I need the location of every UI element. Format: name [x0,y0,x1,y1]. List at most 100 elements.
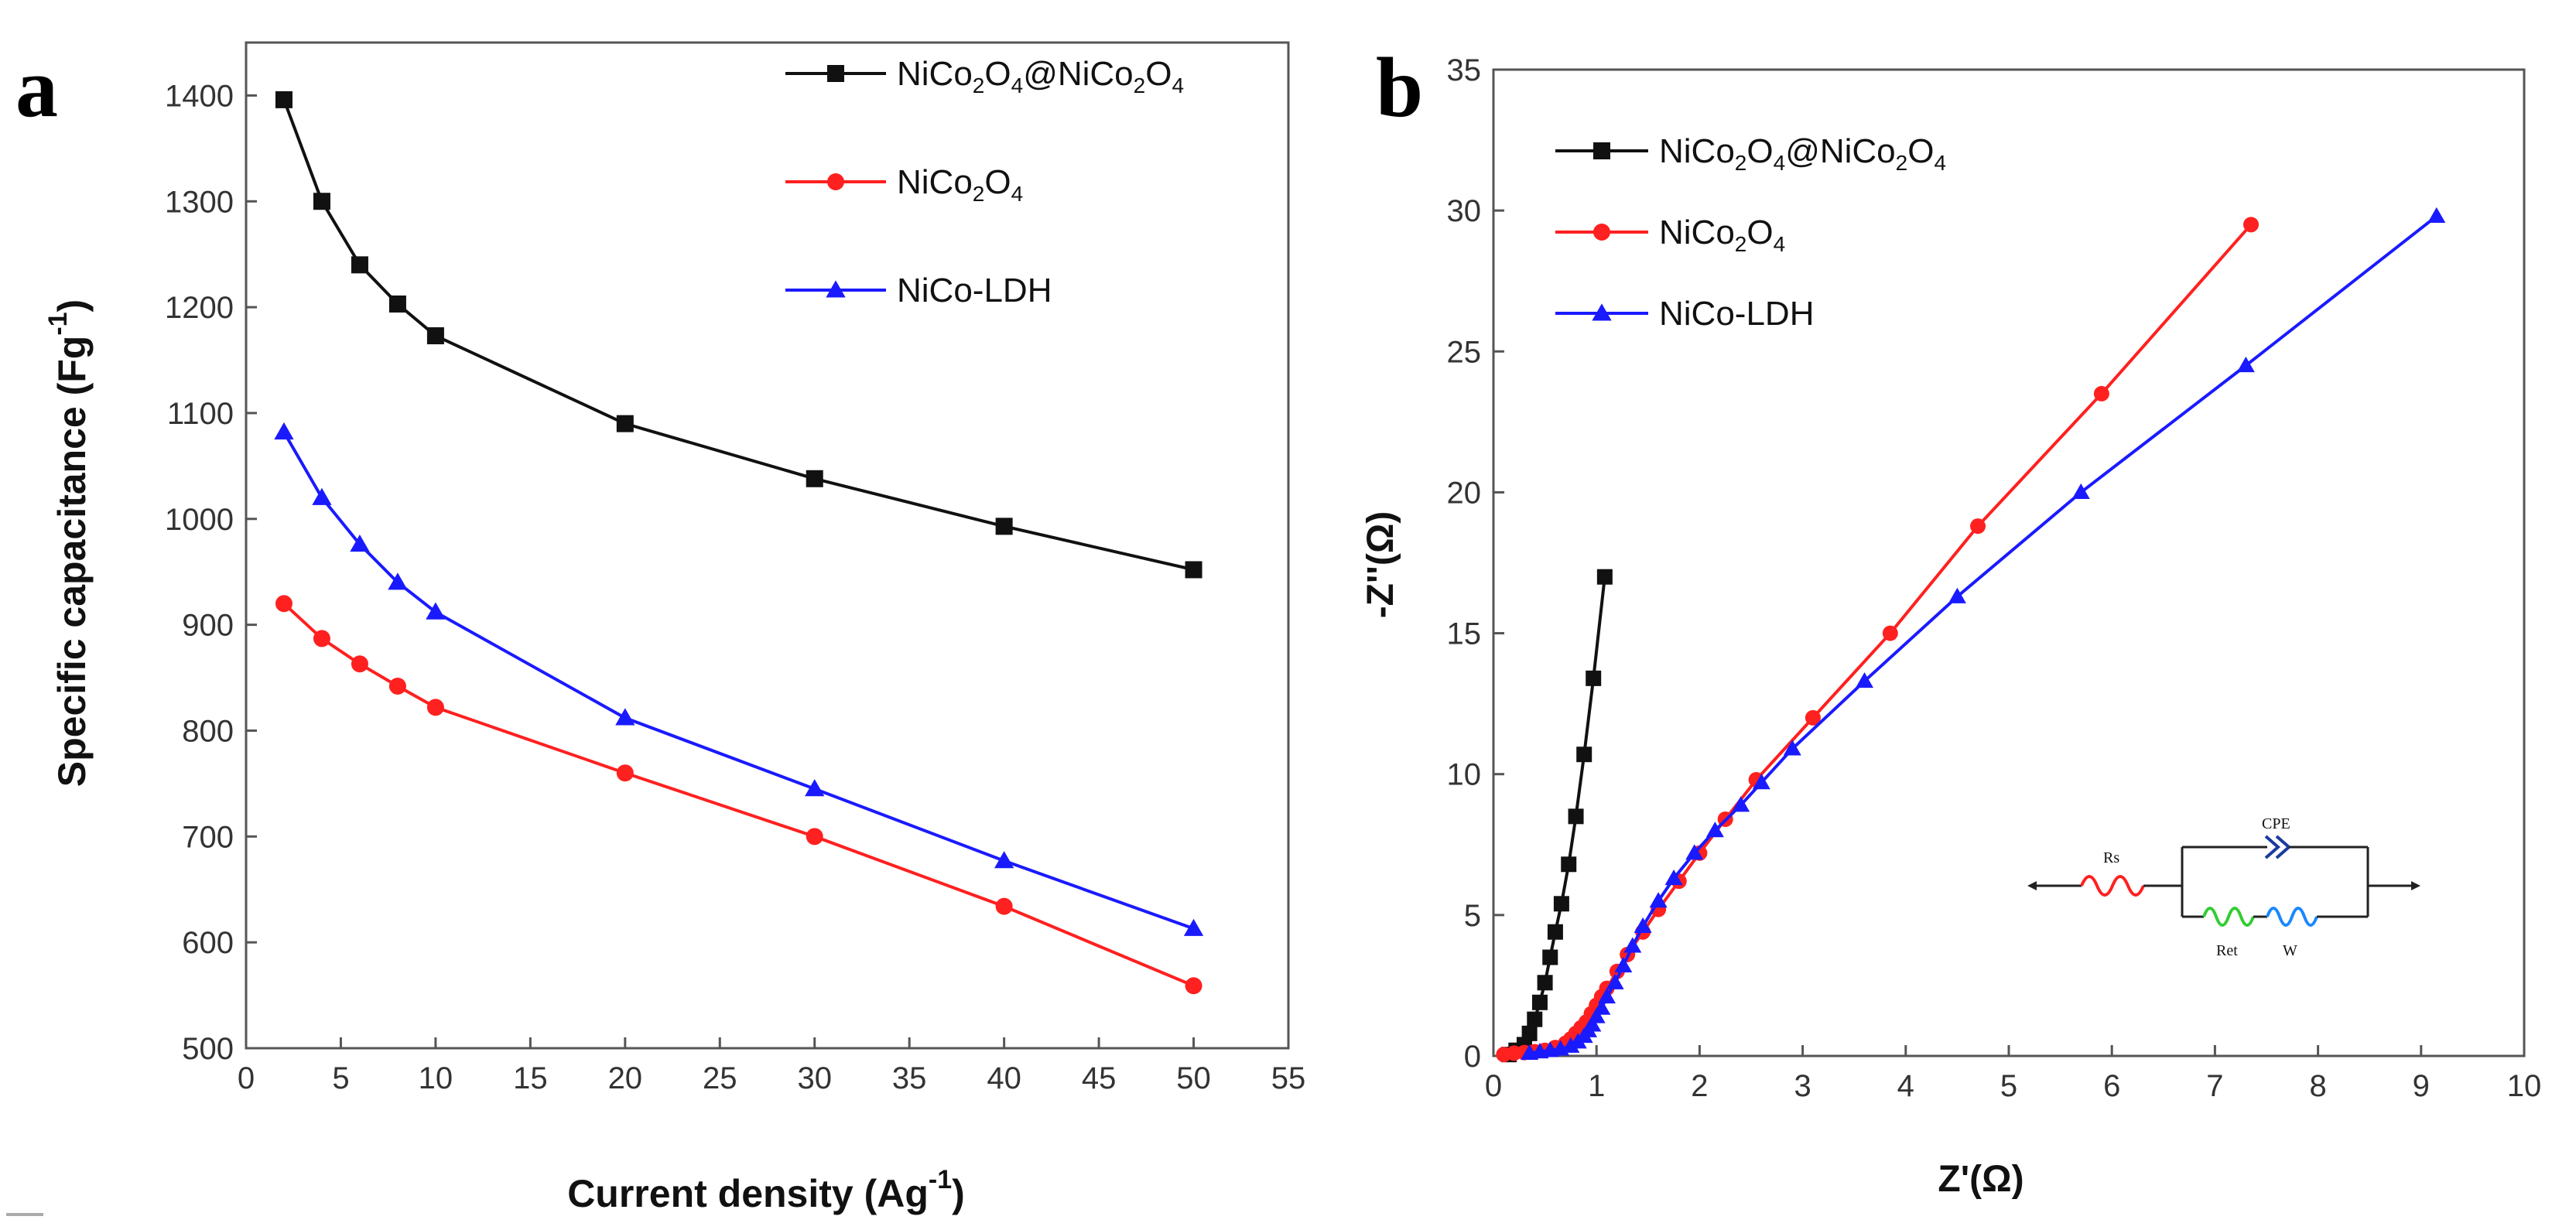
panel-b-series-0-point-9 [1553,896,1569,912]
panel-a-ticks: 0 5 10 15 20 25 30 35 40 45 50 55 500 600 700 800 900 100… [165,79,1305,1095]
panel-b-series-2-point-25 [2071,483,2090,500]
circuit-terminal-left [2027,881,2037,890]
panel-a-x-tick-label-5: 25 [703,1061,737,1095]
panel-a-series-0-point-5 [616,415,634,432]
panel-b-legend-marker-2-point-0 [1592,303,1612,321]
panel-b-series-0-point-7 [1542,949,1558,965]
panel-a-y-tick-label-2: 700 [182,820,234,854]
panel-a-series-1-point-2 [351,655,368,673]
panel-a-series-0-point-8 [1185,561,1202,579]
panel-a-y-tick-label-9: 1400 [165,79,234,113]
panel-a-legend: NiCo2O4@NiCo2O4 NiCo2O4 NiCo-LDH [785,55,1184,309]
circuit-label-ret: Ret [2216,942,2238,959]
panel-b-x-tick-label-1: 1 [1588,1069,1605,1103]
panel-a-series-2-point-0 [274,422,294,440]
panel-b-series-0-point-8 [1547,924,1563,940]
panel-a-series-2-line [282,431,1195,931]
panel-b-series-1-point-24 [1882,625,1898,641]
panel-a-series-0-point-0 [275,91,292,108]
panel-b-legend-marker-0-point-0 [1593,142,1610,159]
panel-a-series-2-point-2 [350,534,370,552]
panel-b-x-tick-label-2: 2 [1691,1069,1708,1103]
panel-a-x-tick-label-4: 20 [608,1061,643,1095]
panel-a-series-0-point-2 [351,256,368,274]
panel-a-legend-label-0: NiCo2O4@NiCo2O4 [897,55,1184,97]
panel-b-series-2-point-18 [1685,844,1704,860]
panel-b-series-0-point-4 [1527,1011,1543,1027]
panel-a-series-0-line [282,99,1194,572]
equivalent-circuit-inset: Rs CPE Ret W [2027,815,2420,959]
panel-a-series-0-point-4 [426,327,444,345]
panel-b-series-0-point-11 [1568,808,1584,825]
panel-a-y-tick-label-4: 900 [182,609,234,643]
panel-b-series-1-point-26 [2093,385,2109,401]
panel-b-series-0-point-6 [1537,975,1553,991]
panel-b-plot-frame [1492,68,2526,1057]
panel-a-legend-marker-0-point-0 [827,65,844,82]
panel-a-y-tick-label-5: 1000 [165,503,234,537]
panel-b-y-tick-label-5: 25 [1447,335,1482,369]
panel-b-series-2-line [1529,214,2438,1055]
panel-a-legend-label-2: NiCo-LDH [897,272,1052,309]
panel-a-y-tick-label-7: 1200 [165,291,234,325]
panel-b-y-tick-label-2: 10 [1447,758,1482,792]
panel-b-series-0-point-14 [1596,569,1613,585]
panel-b-legend-label-0: NiCo2O4@NiCo2O4 [1659,132,1946,175]
panel-a-series-2-point-1 [312,487,332,505]
panel-a-series-1-line [282,602,1195,988]
panel-a-legend-marker-2-point-0 [826,280,846,298]
panel-a-x-tick-label-11: 55 [1271,1061,1306,1095]
panel-a-series-0 [275,91,1202,579]
panel-b-series-2-point-10 [1592,999,1611,1015]
panel-b-series-2-point-4 [1562,1037,1580,1053]
panel-b-series-2 [1521,207,2446,1060]
panel-b-x-tick-label-5: 5 [2000,1069,2017,1103]
panel-a-legend-label-1: NiCo2O4 [897,163,1023,206]
panel-b-series-2-point-21 [1752,774,1770,790]
panel-a-x-tick-label-1: 5 [332,1061,349,1095]
panel-a-chart: 0 5 10 15 20 25 30 35 40 45 50 55 500 600 700 800 900 100… [43,41,1305,1215]
panel-b-x-tick-label-4: 4 [1897,1069,1914,1103]
panel-a-series [274,91,1204,995]
panel-b-x-tick-label-3: 3 [1794,1069,1811,1103]
panel-b-x-axis-title: Z'(Ω) [1938,1159,2024,1200]
panel-b-series-2-point-15 [1634,917,1652,934]
panel-a-y-tick-label-1: 600 [182,926,234,960]
panel-a-x-tick-label-8: 40 [987,1061,1021,1095]
panel-a-y-tick-label-8: 1300 [165,185,234,219]
panel-a-x-tick-label-3: 15 [513,1061,548,1095]
panel-a-series-2-point-5 [615,708,635,726]
panel-b-y-axis-title: -Z''(Ω) [1360,511,1401,619]
panel-a-series-0-point-7 [995,518,1013,535]
panel-a-x-tick-label-0: 0 [238,1061,255,1095]
circuit-cpe-element [2264,835,2292,859]
panel-b-series-0-point-10 [1561,856,1577,873]
figure-corner-mark [6,1213,43,1216]
panel-b-series-0 [1500,569,1613,1063]
panel-a-series-1-point-4 [426,699,444,716]
panel-a-series-1-point-0 [275,595,292,613]
panel-b-series-2-point-9 [1587,1007,1606,1023]
panel-b-y-tick-label-4: 20 [1447,476,1482,510]
panel-b-x-tick-label-8: 8 [2309,1069,2326,1103]
panel-a-y-tick-label-3: 800 [182,714,234,748]
panel-b-series-2-point-19 [1705,822,1724,838]
panel-a-y-tick-label-6: 1100 [167,397,234,431]
panel-a-x-tick-label-6: 30 [797,1061,832,1095]
panel-b-series-1-line [1504,224,2253,1057]
panel-b-x-tick-label-9: 9 [2413,1069,2430,1103]
panel-b-legend-label-1: NiCo2O4 [1659,214,1785,256]
circuit-label-rs: Rs [2103,849,2119,866]
panel-a-x-tick-label-10: 50 [1176,1061,1211,1095]
panel-b-x-tick-label-7: 7 [2206,1069,2223,1103]
panel-b-y-tick-label-1: 5 [1464,899,1481,933]
panel-b-series-1-point-23 [1805,709,1821,726]
panel-b-series-2-point-22 [1783,740,1801,756]
panel-b-series-0-point-5 [1531,994,1548,1010]
panel-b-series-2-point-23 [1856,672,1874,688]
panel-a-series-0-point-3 [388,296,406,313]
panel-b-series-2-point-27 [2427,207,2446,224]
panel-a-x-tick-label-2: 10 [419,1061,453,1095]
circuit-resistor-rs [2080,875,2145,897]
panel-b-series-2-point-26 [2236,357,2255,373]
